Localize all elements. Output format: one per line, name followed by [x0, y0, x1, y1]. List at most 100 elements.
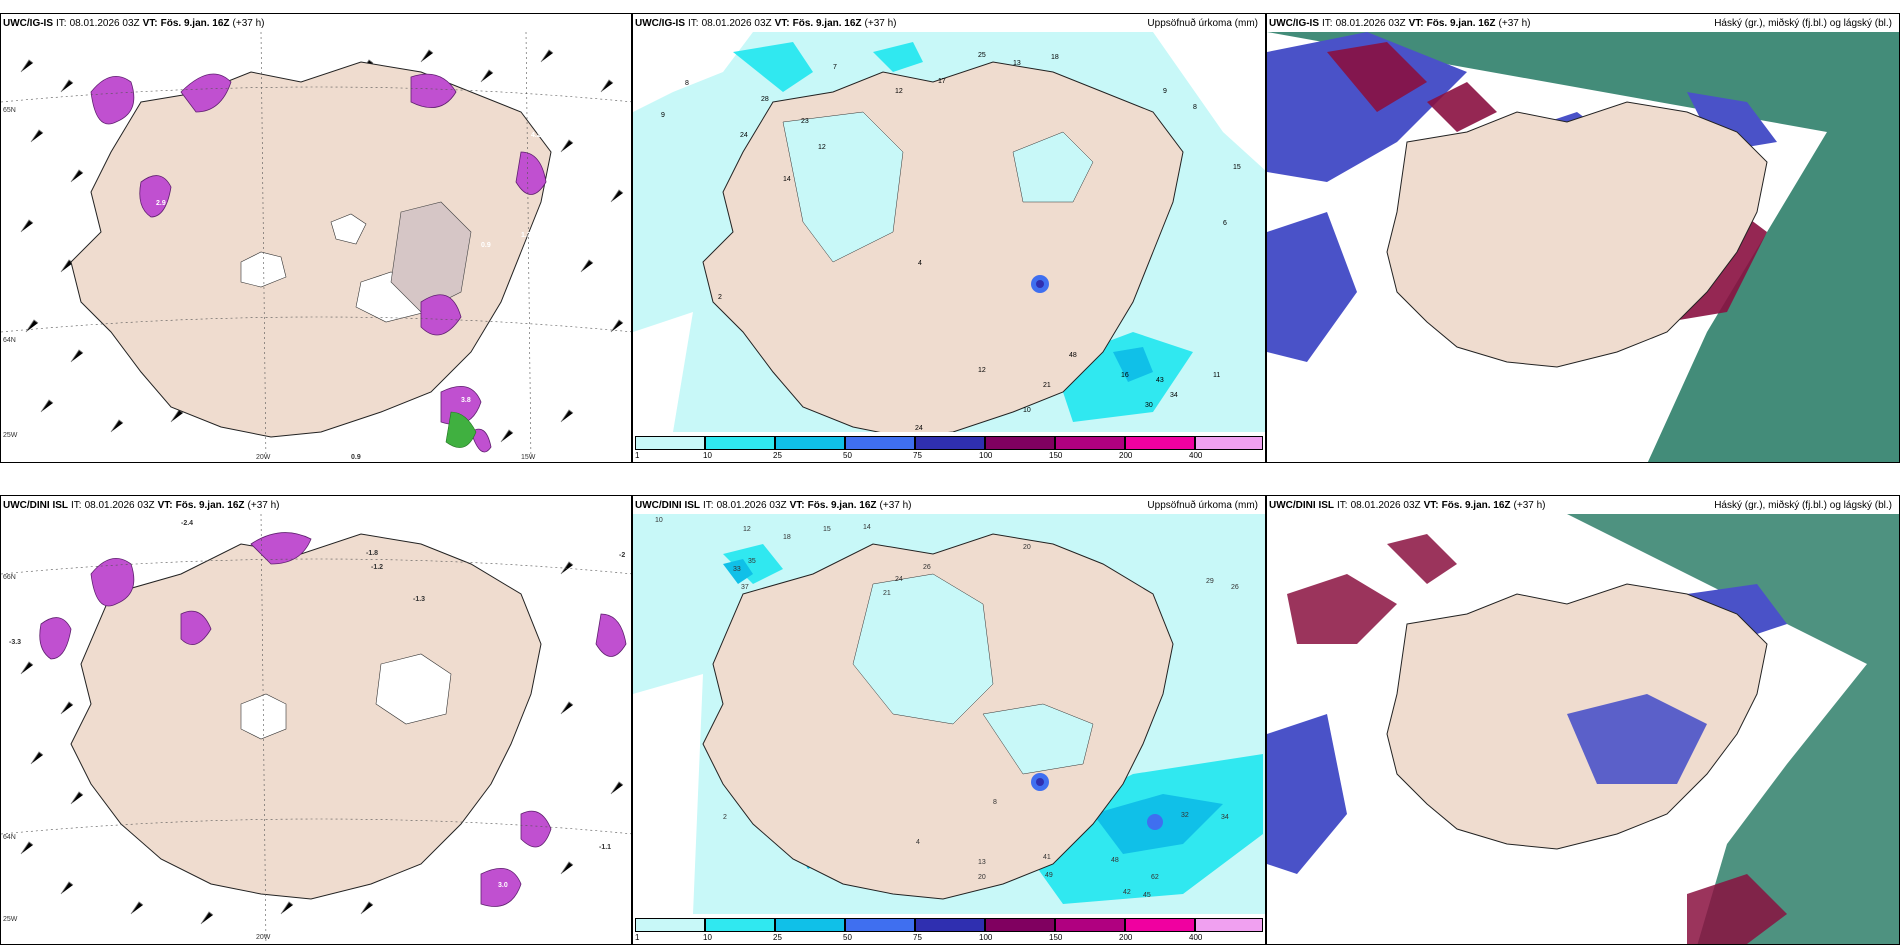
temp-label: 0.9 [351, 454, 361, 461]
map-area: 65N 64N 25W 20W 15W 1.8 3.2 2.9 4.2 0.9 … [1, 32, 631, 462]
precip-value: 30 [1145, 402, 1153, 409]
precip-value: 62 [1151, 874, 1159, 881]
precip-value: 34 [1221, 814, 1229, 821]
colorbar-tick: 200 [1119, 933, 1133, 942]
colorbar-segment [705, 918, 775, 932]
lat-label: 65N [3, 107, 16, 114]
precip-value: 14 [863, 524, 871, 531]
precip-value: 34 [1170, 392, 1178, 399]
precip-value: 14 [783, 176, 791, 183]
map-area: 9 8 7 25 13 18 17 12 28 23 24 14 12 9 8 … [633, 32, 1265, 432]
panel-title: Uppsöfnuð úrkoma (mm) [1147, 18, 1258, 29]
precip-value: 21 [1043, 382, 1051, 389]
vt-value: Fös. 9.jan. 16Z [160, 18, 230, 29]
vt-value: Fös. 9.jan. 16Z [807, 500, 877, 511]
map-panel-clouds-bottom: UWC/DINI ISL IT: 08.01.2026 03Z VT: Fös. 9.j… [1266, 495, 1900, 945]
lon-label: 25W [3, 916, 18, 923]
temp-label: 0.9 [481, 242, 491, 249]
precip-value: 8 [1193, 104, 1197, 111]
colorbar-tick: 50 [843, 451, 852, 460]
model-name: UWC/IG-IS [635, 18, 685, 29]
green-precip [445, 411, 477, 448]
model-name: UWC/IG-IS [3, 18, 53, 29]
precip-value: 28 [761, 96, 769, 103]
precip-value: 45 [1143, 892, 1151, 899]
it-value: 08.01.2026 03Z [716, 500, 787, 511]
temp-label: -3.3 [9, 639, 22, 646]
lead-time: (+37 h) [864, 18, 897, 29]
model-name: UWC/DINI ISL [3, 500, 68, 511]
temp-label: 3.8 [461, 397, 471, 404]
precip-value: 12 [895, 88, 903, 95]
temp-label: -1.3 [413, 596, 426, 603]
colorbar-tick: 75 [913, 451, 922, 460]
colorbar-segment [915, 918, 985, 932]
temp-label: -1.1 [599, 844, 612, 851]
temp-label: -2.4 [181, 520, 194, 527]
precip-blobs [39, 532, 627, 907]
precip-value: 9 [661, 112, 665, 119]
precip-blobs [90, 73, 547, 453]
precip-value: 26 [1231, 584, 1239, 591]
precip-value: 18 [783, 534, 791, 541]
precip-value: 2 [723, 814, 727, 821]
colorbar-tick: 50 [843, 933, 852, 942]
vt-value: Fös. 9.jan. 16Z [175, 500, 245, 511]
colorbar-tick: 100 [979, 451, 993, 460]
precip-value: 10 [655, 517, 663, 524]
lead-time: (+37 h) [879, 500, 912, 511]
colorbar-tick: 25 [773, 451, 782, 460]
glaciers [240, 213, 427, 323]
temp-label: -1.8 [366, 550, 379, 557]
map-area: 66N 64N 25W 20W -2.4 -3.3 -1.3 -1.8 -1.2… [1, 514, 631, 944]
it-value: 08.01.2026 03Z [69, 18, 140, 29]
map-area [1267, 32, 1899, 462]
precip-value: 8 [685, 80, 689, 87]
precip-value: 8 [993, 799, 997, 806]
precip-value: 43 [1156, 377, 1164, 384]
precip-value: 33 [733, 566, 741, 573]
colorbar-tick: 200 [1119, 451, 1133, 460]
precip-value: 37 [741, 584, 749, 591]
precip-value: 13 [1013, 60, 1021, 67]
lat-label: 64N [3, 834, 16, 841]
temp-label: 3.0 [498, 882, 508, 889]
vt-value: Fös. 9.jan. 16Z [1441, 500, 1511, 511]
colorbar-segment [845, 918, 915, 932]
panel-header: UWC/DINI ISL IT: 08.01.2026 03Z VT: Fös. 9.j… [1269, 499, 1895, 513]
colorbar-segment [1055, 436, 1125, 450]
map-panel-precip-bottom: UWC/DINI ISL IT: 08.01.2026 03Z VT: Fös. 9.j… [632, 495, 1266, 945]
colorbar-segment [1195, 918, 1263, 932]
precip-value: 4 [916, 839, 920, 846]
vt-label: VT: [1423, 500, 1439, 511]
colorbar-segment [775, 436, 845, 450]
it-label: IT: [703, 500, 714, 511]
lon-label: 25W [3, 432, 18, 439]
temp-label: -2 [619, 552, 626, 559]
colorbar-segment [635, 918, 705, 932]
colorbar-tick: 1 [635, 933, 640, 942]
colorbar-segment [1125, 918, 1195, 932]
it-label: IT: [1322, 18, 1333, 29]
precip-value: 23 [801, 118, 809, 125]
precip-value: 7 [833, 64, 837, 71]
temp-label: 4.2 [531, 132, 541, 139]
temp-label: 2.9 [156, 200, 166, 207]
vt-label: VT: [1408, 18, 1424, 29]
precip-value: 16 [1121, 372, 1129, 379]
model-name: UWC/DINI ISL [635, 500, 700, 511]
it-value: 08.01.2026 03Z [1350, 500, 1421, 511]
temp-label: 1.8 [166, 40, 176, 47]
lead-time: (+37 h) [247, 500, 280, 511]
colorbar-tick: 10 [703, 933, 712, 942]
precip-value: 24 [740, 132, 748, 139]
vt-label: VT: [142, 18, 158, 29]
colorbar-segment [775, 918, 845, 932]
iceland-map [1, 514, 631, 944]
panel-title: Háský (gr.), miðský (fj.bl.) og lágský (… [1714, 500, 1892, 511]
lon-label: 20W [256, 934, 271, 941]
iceland-land [70, 61, 552, 438]
vt-label: VT: [157, 500, 173, 511]
precip-value: 24 [915, 425, 923, 432]
colorbar-tick: 1 [635, 451, 640, 460]
